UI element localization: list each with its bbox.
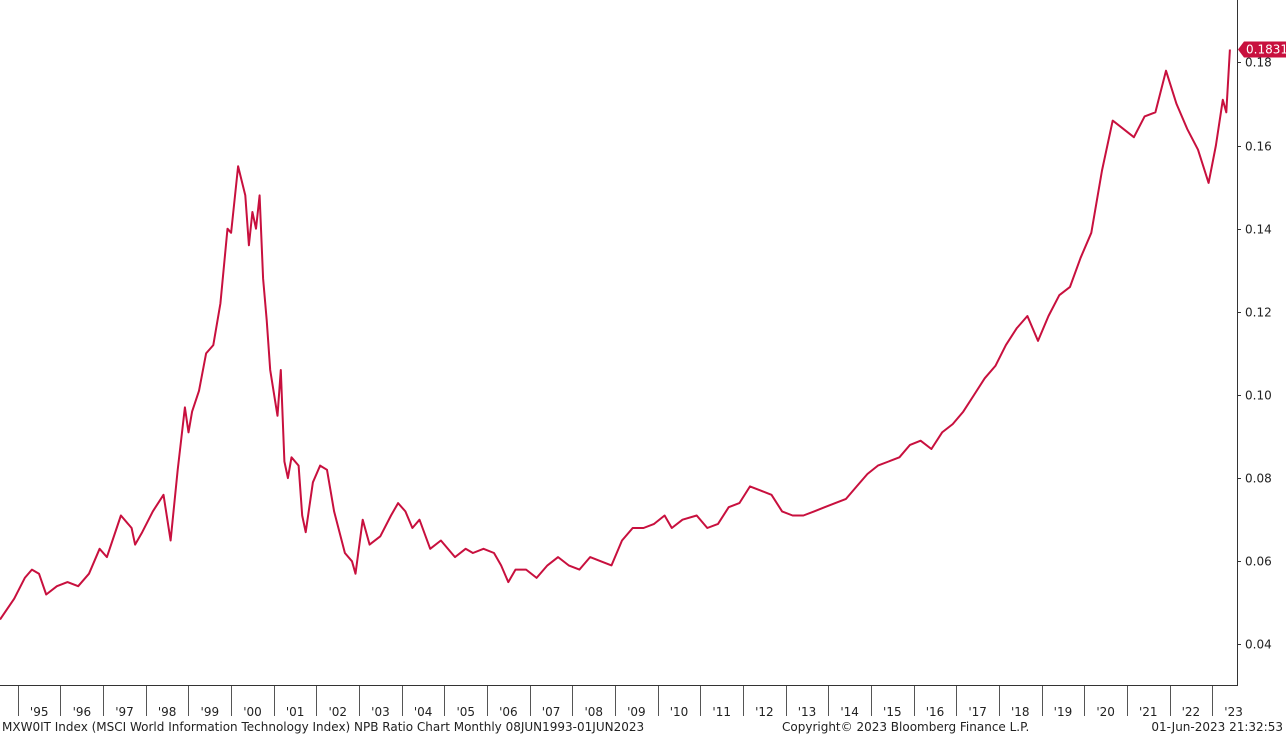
x-tick-label: '95: [30, 705, 49, 719]
x-tick-label: '18: [1011, 705, 1030, 719]
last-value-label: 0.1831: [1246, 42, 1287, 56]
y-tick-label: 0.06: [1245, 555, 1272, 569]
x-tick-label: '22: [1182, 705, 1201, 719]
x-tick-label: '03: [371, 705, 390, 719]
footer-left: MXW0IT Index (MSCI World Information Tec…: [2, 720, 645, 734]
x-axis: '95 '96 '97 '98 '99 '00 '01 '02 '03 '04 '05 '06 '07 '…: [18, 686, 1243, 719]
y-tick-label: 0.12: [1245, 306, 1272, 320]
x-tick-label: '98: [158, 705, 177, 719]
x-tick-label: '04: [414, 705, 433, 719]
plot-frame: [0, 0, 1238, 686]
x-tick-label: '00: [243, 705, 262, 719]
x-tick-label: '09: [627, 705, 646, 719]
x-tick-label: '99: [201, 705, 220, 719]
y-axis: 0.04 0.06 0.08 0.10 0.12 0.14 0.16 0.18: [1237, 56, 1272, 652]
last-value-badge: 0.1831: [1238, 41, 1287, 58]
x-tick-label: '19: [1054, 705, 1073, 719]
footer-copyright: Copyright© 2023 Bloomberg Finance L.P.: [782, 720, 1030, 734]
x-tick-label: '21: [1139, 705, 1158, 719]
x-tick-label: '05: [457, 705, 476, 719]
x-tick-label: '15: [883, 705, 902, 719]
x-tick-label: '20: [1096, 705, 1115, 719]
x-tick-label: '12: [755, 705, 774, 719]
x-tick-label: '10: [670, 705, 689, 719]
x-tick-label: '17: [968, 705, 987, 719]
x-tick-label: '07: [542, 705, 561, 719]
x-tick-label: '96: [73, 705, 92, 719]
x-tick-label: '08: [584, 705, 603, 719]
y-tick-label: 0.04: [1245, 638, 1272, 652]
x-tick-label: '02: [329, 705, 348, 719]
x-tick-label: '13: [798, 705, 817, 719]
y-tick-label: 0.16: [1245, 140, 1272, 154]
y-tick-label: 0.18: [1245, 56, 1272, 70]
y-tick-label: 0.14: [1245, 223, 1272, 237]
y-tick-label: 0.08: [1245, 472, 1272, 486]
series-line: [0, 49, 1231, 621]
x-tick-label: '01: [286, 705, 305, 719]
x-tick-label: '16: [926, 705, 945, 719]
last-value-badge-bg: [1238, 41, 1286, 58]
x-tick-label: '11: [712, 705, 731, 719]
x-tick-label: '06: [499, 705, 518, 719]
y-tick-label: 0.10: [1245, 389, 1272, 403]
x-tick-label: '23: [1224, 705, 1243, 719]
x-tick-label: '14: [840, 705, 859, 719]
footer-timestamp: 01-Jun-2023 21:32:53: [1151, 720, 1283, 734]
x-tick-label: '97: [115, 705, 134, 719]
